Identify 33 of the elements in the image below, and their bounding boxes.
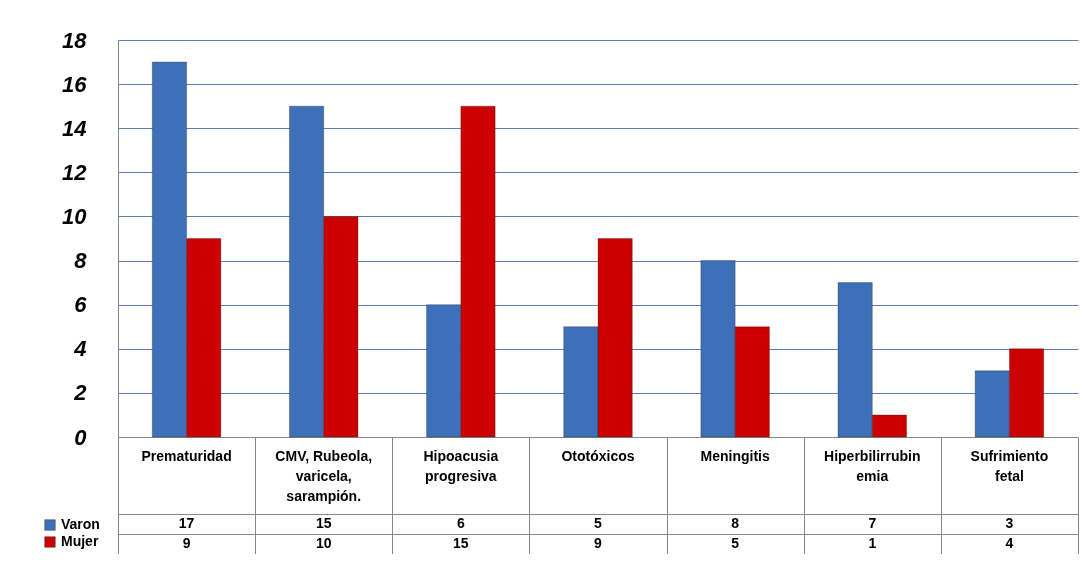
legend-label: Varon [61,516,100,532]
y-tick-label: 0 [74,424,88,450]
y-tick-label: 10 [62,203,88,229]
x-tick-label: Ototóxicos [561,447,635,464]
data-label: 1 [868,535,877,551]
y-tick-label: 8 [74,248,88,274]
data-label: 6 [456,515,465,531]
data-label: 4 [1005,535,1014,551]
data-label: 9 [594,535,603,551]
x-tick-label: Meningitis [700,447,770,464]
y-tick-label: 14 [62,115,87,141]
data-label: 5 [731,535,740,551]
x-tick-label: Hipoacusia progresiva [423,447,499,484]
data-label: 9 [182,535,191,551]
data-label: 7 [868,515,877,531]
legend-label: Mujer [61,533,99,549]
data-label: 15 [315,515,332,531]
data-label: 10 [315,535,332,551]
x-tick-label: Sufrimiento fetal [970,447,1049,484]
x-tick-label: Hiperbilirrubin emia [824,447,921,484]
y-tick-label: 2 [73,380,88,406]
data-label: 15 [453,535,469,551]
y-tick-label: 4 [73,336,87,362]
y-tick-label: 12 [62,159,88,185]
y-tick-label: 18 [62,27,88,53]
data-label: 3 [1005,515,1014,531]
data-label: 17 [178,515,195,531]
y-tick-label: 16 [62,71,88,97]
x-tick-label: CMV, Rubeola, varicela, sarampión. [275,447,373,504]
y-tick-label: 6 [74,292,88,318]
data-label: 5 [594,515,603,531]
data-label: 8 [731,515,740,531]
x-tick-label: Prematuridad [141,447,232,464]
